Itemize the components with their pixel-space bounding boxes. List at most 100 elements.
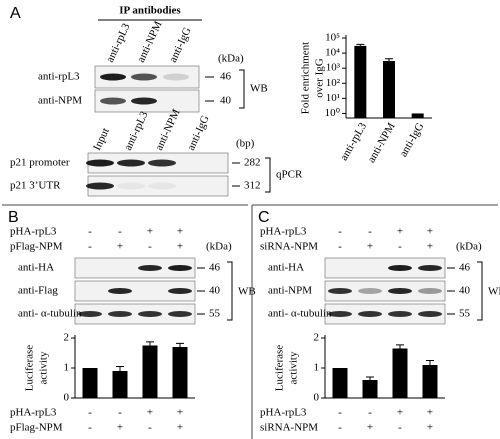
y-tick-label: 1	[314, 362, 320, 374]
condition-sign: -	[88, 226, 92, 238]
panel-label: A	[10, 5, 21, 22]
x-row-sign: -	[118, 407, 122, 419]
x-row-label: pHA-rpL3	[260, 407, 307, 419]
unit-label: (kDa)	[206, 241, 232, 253]
lane-label: anti-rpL3	[104, 21, 133, 64]
error-bar	[385, 58, 393, 61]
x-row-sign: +	[147, 407, 153, 419]
row-label: anti- α-tubulin	[268, 308, 332, 320]
row-label: anti-HA	[268, 262, 304, 274]
bar	[392, 348, 408, 398]
x-row-label: pHA-rpL3	[10, 407, 57, 419]
condition-sign: -	[398, 241, 402, 253]
size-label: 282	[244, 157, 261, 169]
size-label: 55	[459, 308, 471, 320]
x-row-label: pFlag-NPM	[10, 422, 63, 434]
bracket	[477, 261, 483, 321]
y-axis-label: Fold enrichment	[300, 42, 312, 114]
unit-label: (bp)	[236, 138, 255, 150]
row-label: anti-NPM	[38, 95, 82, 107]
condition-sign: -	[368, 226, 372, 238]
blot-band	[100, 73, 126, 81]
blot-band	[131, 97, 157, 105]
blot-band	[108, 311, 132, 317]
x-tick-label: anti-NPM	[365, 121, 398, 165]
x-row-sign: +	[177, 422, 183, 434]
lane-label: anti-NPM	[135, 19, 165, 64]
blot-band	[388, 311, 412, 317]
y-axis-label: over IgG	[314, 58, 326, 97]
lane-label: anti-IgG	[167, 25, 194, 64]
error-bar	[396, 344, 404, 349]
blot-band	[168, 265, 192, 271]
condition-sign: -	[338, 241, 342, 253]
x-row-sign: -	[88, 422, 92, 434]
row-label: anti-rpL3	[38, 71, 80, 83]
blot-band	[358, 311, 382, 317]
condition-label: pFlag-NPM	[10, 241, 63, 253]
blot-band	[138, 265, 162, 271]
x-row-label: siRNA-NPM	[260, 422, 318, 434]
unit-label: (kDa)	[218, 53, 244, 65]
size-label: 40	[459, 285, 471, 297]
bracket	[265, 157, 271, 193]
size-label: 55	[209, 308, 221, 320]
row-label: anti- α-tubulin	[18, 308, 82, 320]
bar	[422, 365, 438, 398]
y-tick-label: 2	[64, 332, 70, 344]
panel-label: B	[8, 209, 19, 226]
blot	[74, 303, 196, 325]
lane-label: anti-rpL3	[122, 109, 151, 152]
x-row-sign: +	[367, 422, 373, 434]
error-bar	[176, 342, 184, 347]
y-tick-label: 10¹	[326, 92, 340, 104]
condition-sign: -	[148, 241, 152, 253]
blot	[324, 280, 446, 302]
size-label: 46	[459, 262, 471, 274]
lane-label: anti-NPM	[153, 107, 183, 152]
blot-band	[418, 288, 442, 294]
condition-sign: +	[427, 226, 433, 238]
error-bar	[146, 341, 154, 346]
condition-sign: +	[367, 241, 373, 253]
blot-band	[108, 288, 132, 294]
y-tick-label: 10³	[326, 62, 341, 74]
blot	[74, 280, 196, 302]
condition-label: pHA-rpL3	[10, 226, 57, 238]
size-label: 40	[220, 95, 232, 107]
bar	[332, 368, 348, 398]
blot-band	[138, 311, 162, 317]
blot-band	[328, 311, 352, 317]
method-label: WB	[250, 83, 268, 95]
condition-sign: -	[338, 226, 342, 238]
bracket	[227, 261, 233, 321]
x-tick-label: anti-rpL3	[338, 120, 369, 162]
bar	[82, 368, 98, 398]
blot-band	[168, 311, 192, 317]
bar	[142, 345, 158, 398]
x-row-sign: -	[88, 407, 92, 419]
method-label: WB	[488, 286, 500, 298]
x-row-sign: +	[177, 407, 183, 419]
blot-band	[418, 265, 442, 271]
size-label: 40	[209, 285, 221, 297]
condition-sign: -	[88, 241, 92, 253]
blot-band	[388, 288, 412, 294]
bracket	[239, 69, 245, 109]
y-tick-label: 0	[314, 392, 320, 404]
y-axis-label: Luciferase	[274, 345, 286, 392]
y-axis-label: activity	[38, 351, 50, 384]
error-bar	[356, 43, 365, 46]
row-label: p21 3’UTR	[10, 180, 61, 192]
condition-label: siRNA-NPM	[260, 241, 318, 253]
bar	[172, 347, 188, 398]
blot-band	[148, 159, 176, 167]
blot-band	[388, 265, 412, 271]
x-row-sign: +	[397, 407, 403, 419]
condition-sign: -	[118, 226, 122, 238]
blot-band	[117, 159, 145, 167]
method-label: qPCR	[276, 169, 303, 181]
row-label: anti-HA	[18, 262, 54, 274]
ip-title: IP antibodies	[119, 5, 181, 17]
